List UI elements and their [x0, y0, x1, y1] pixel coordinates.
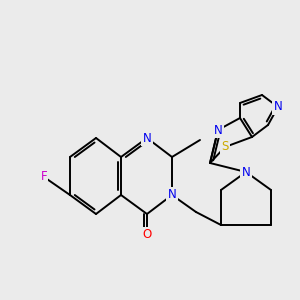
Text: N: N — [242, 166, 250, 178]
Text: F: F — [41, 170, 47, 184]
Text: S: S — [221, 140, 229, 154]
Text: N: N — [274, 100, 282, 113]
Text: N: N — [168, 188, 176, 202]
Text: N: N — [214, 124, 222, 136]
Text: N: N — [142, 131, 152, 145]
Text: O: O — [142, 229, 152, 242]
